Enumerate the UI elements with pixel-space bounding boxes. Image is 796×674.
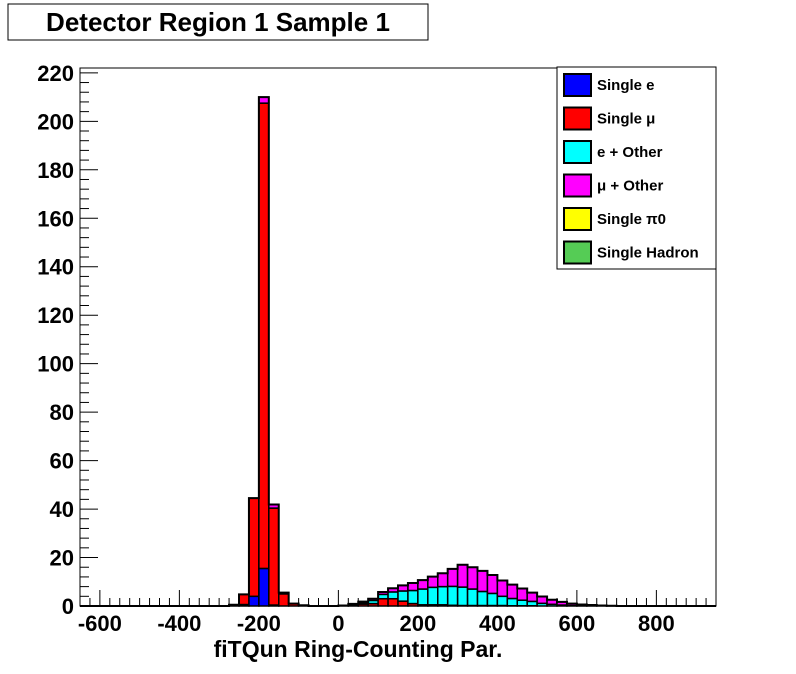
bar-1-bin-17	[248, 497, 260, 598]
legend-swatch-5	[563, 240, 592, 265]
bar-3-bin-37	[446, 568, 459, 588]
bar-3-bin-35	[427, 575, 439, 589]
y-tick-label: 40	[50, 497, 74, 522]
bar-2-bin-35	[427, 586, 439, 606]
x-tick-label: 400	[479, 611, 516, 636]
legend-swatch-3	[563, 173, 592, 198]
bar-1-bin-18	[258, 102, 270, 570]
bar-2-bin-37	[446, 585, 459, 607]
y-tick-label: 20	[50, 546, 74, 571]
legend-swatch-1	[563, 106, 592, 131]
x-tick-label: 600	[559, 611, 596, 636]
bar-1-bin-19	[268, 507, 280, 606]
bar-3-bin-44	[516, 587, 528, 601]
legend-swatch-0	[563, 73, 592, 97]
bar-3-bin-40	[476, 570, 489, 593]
bar-3-bin-33	[407, 582, 419, 592]
y-tick-label: 220	[37, 61, 74, 86]
y-tick-label: 180	[37, 158, 74, 183]
bar-2-bin-39	[466, 588, 479, 607]
chart-title-box: Detector Region 1 Sample 1	[7, 3, 429, 41]
legend-label-4: Single π0	[597, 211, 666, 228]
legend-swatch-2	[563, 140, 592, 164]
bar-0-bin-18	[258, 567, 270, 607]
x-tick-label: 200	[400, 611, 437, 636]
y-tick-label: 60	[50, 449, 74, 474]
bar-2-bin-40	[476, 590, 489, 607]
x-axis: -600 -400 -200 0 200 400 600 800	[78, 590, 717, 636]
y-tick-label: 0	[62, 594, 74, 619]
bar-3-bin-36	[437, 572, 449, 588]
bar-2-bin-41	[486, 592, 499, 607]
bar-2-bin-42	[496, 595, 509, 607]
bar-2-bin-31	[387, 591, 399, 600]
x-tick-label: -400	[157, 611, 201, 636]
y-tick-label: 200	[37, 109, 74, 134]
bar-3-bin-43	[506, 583, 518, 600]
bar-2-bin-44	[516, 599, 528, 607]
legend: Single e Single μ e + Other μ + Other Single…	[556, 66, 717, 270]
legend-label-2: e + Other	[597, 144, 663, 161]
bar-2-bin-36	[437, 585, 449, 606]
bar-2-bin-33	[407, 589, 419, 605]
legend-label-5: Single Hadron	[597, 245, 699, 262]
legend-label-1: Single μ	[597, 111, 655, 128]
legend-label-0: Single e	[597, 77, 655, 94]
y-tick-label: 100	[37, 352, 74, 377]
x-axis-title: fiTQun Ring-Counting Par.	[214, 636, 503, 662]
bar-3-bin-46	[536, 595, 548, 605]
bar-2-bin-34	[417, 588, 429, 606]
y-tick-label: 160	[37, 206, 74, 231]
x-tick-label: 800	[638, 611, 675, 636]
legend-swatch-4	[563, 207, 592, 231]
x-tick-label: -600	[78, 611, 122, 636]
bar-3-bin-41	[486, 574, 499, 595]
bar-1-bin-16	[238, 593, 250, 606]
x-tick-label: 0	[332, 611, 344, 636]
bar-1-bin-31	[387, 597, 399, 607]
bar-3-bin-42	[496, 579, 509, 598]
y-axis: 0 20 40 60 80 100 120 140 160 180 200 220	[37, 61, 98, 619]
bar-3-bin-45	[526, 591, 538, 603]
legend-label-3: μ + Other	[597, 178, 663, 195]
bar-2-bin-38	[456, 586, 469, 607]
bar-2-bin-43	[506, 597, 518, 607]
y-tick-label: 120	[37, 303, 74, 328]
chart-title: Detector Region 1 Sample 1	[46, 7, 390, 37]
bar-1-bin-30	[377, 597, 389, 607]
y-tick-label: 140	[37, 255, 74, 280]
legend-box	[556, 66, 717, 270]
y-tick-label: 80	[50, 400, 74, 425]
bar-2-bin-32	[397, 590, 409, 602]
x-tick-label: -200	[237, 611, 281, 636]
bar-0-bin-17	[248, 595, 260, 607]
bar-3-bin-34	[417, 579, 429, 590]
bar-3-bin-39	[466, 566, 479, 590]
bar-3-bin-38	[456, 564, 469, 588]
bar-1-bin-20	[278, 593, 290, 607]
